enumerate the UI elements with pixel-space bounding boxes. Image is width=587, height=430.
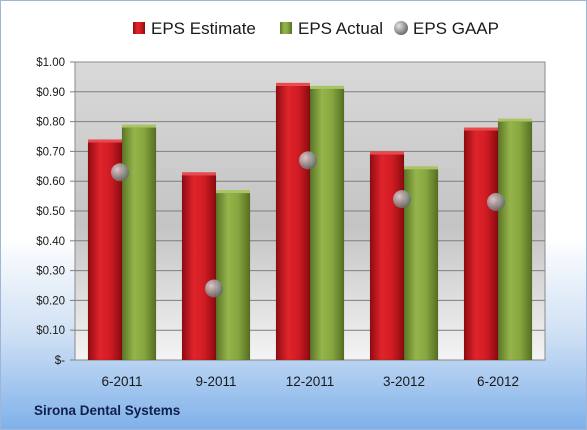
x-axis-ticks: 6-2011 9-2011 12-2011 3-2012 6-2012 [101,374,519,389]
y-tick-label: $- [55,355,65,367]
bar-top-cap [370,151,404,155]
bar-top-cap [498,118,532,122]
bar-eps-actual [497,121,533,361]
legend-label: EPS Actual [298,19,383,38]
legend-label: EPS Estimate [151,19,256,38]
y-tick-label: $0.80 [36,117,65,129]
legend-swatch [280,22,292,34]
bar-eps-estimate [181,174,217,361]
company-name: Sirona Dental Systems [34,403,180,418]
gaap-markers [111,151,505,298]
bar-top-cap [122,124,156,128]
gaap-marker [299,151,317,170]
y-tick-label: $0.60 [36,176,65,188]
bar-top-cap [216,190,250,194]
y-tick-label: $0.40 [36,236,65,248]
x-tick-label: 9-2011 [195,374,236,389]
y-tick-label: $0.20 [36,295,65,307]
y-tick-label: $0.50 [36,206,65,218]
bar-eps-estimate [463,130,499,361]
y-tick-label: $0.70 [36,146,65,158]
y-axis-ticks: $- $0.10 $0.20 $0.30 $0.40 $0.50 $0.60 $0.70 $0.… [36,57,65,367]
bar-eps-estimate [275,85,311,361]
gaap-marker [487,193,505,212]
bar-top-cap [310,85,344,89]
legend-label: EPS GAAP [413,19,499,38]
bar-eps-actual [309,88,345,361]
legend-swatch [394,21,408,35]
x-tick-label: 12-2011 [286,374,335,389]
bar-top-cap [182,172,216,176]
y-tick-label: $0.10 [36,325,65,337]
gaap-marker [393,190,411,209]
bar-top-cap [404,166,438,170]
gaap-marker [111,163,129,182]
y-tick-label: $0.90 [36,87,65,99]
bars [87,82,533,361]
legend: EPS Estimate EPS Actual EPS GAAP [133,19,499,38]
y-tick-label: $0.30 [36,266,65,278]
bar-eps-actual [121,127,157,361]
bar-top-cap [88,139,122,143]
x-tick-label: 3-2012 [383,374,425,389]
x-tick-label: 6-2011 [101,374,142,389]
bar-top-cap [276,82,310,86]
legend-swatch [133,22,145,34]
x-tick-label: 6-2012 [477,374,519,389]
bar-top-cap [464,127,498,131]
y-tick-label: $1.00 [36,57,65,69]
bar-eps-estimate [369,154,405,361]
bar-eps-actual [215,192,251,361]
gaap-marker [205,279,223,298]
